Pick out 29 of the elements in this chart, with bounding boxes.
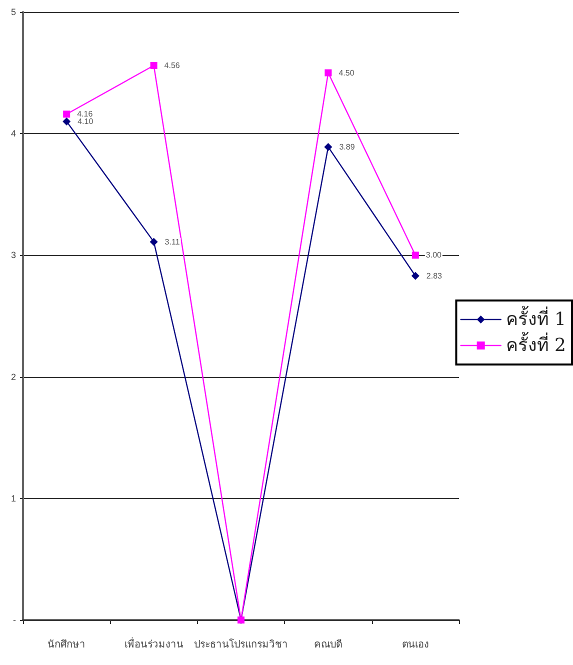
point (324, 69, 332, 76)
y-tick-label: 5 (10, 7, 16, 17)
point (62, 117, 71, 126)
x-tick-label: คณบดี (314, 638, 342, 650)
legend-label: ครั้งที่ 1 (506, 306, 566, 330)
data-label: 4.56 (164, 61, 180, 70)
legend-label: ครั้งที่ 2 (506, 332, 566, 356)
y-tick-label: 1 (10, 493, 16, 504)
x-tick-label: ประธานโปรแกรมวิชา (194, 638, 288, 650)
point (412, 252, 419, 259)
data-label: 3.00 (426, 250, 442, 260)
y-tick-label: 4 (10, 128, 16, 139)
point (63, 110, 70, 118)
point (411, 272, 420, 280)
x-tick-label: นักศึกษา (48, 638, 86, 650)
x-tick-label: ตนเอง (402, 640, 429, 650)
data-label: 4.16 (77, 110, 94, 119)
x-tick-label: เพื่อนร่วมงาน (124, 636, 184, 650)
data-label: 4.10 (78, 116, 94, 126)
y-tick-label: - (13, 615, 16, 625)
y-tick-label: 3 (10, 250, 16, 260)
point (150, 238, 158, 246)
data-label: 2.83 (426, 271, 443, 280)
data-label: 4.50 (338, 68, 355, 78)
point (324, 142, 332, 151)
data-label: 3.89 (339, 142, 356, 152)
y-tick-label: 2 (10, 372, 16, 382)
point (150, 62, 158, 70)
data-label: 3.11 (164, 237, 180, 246)
